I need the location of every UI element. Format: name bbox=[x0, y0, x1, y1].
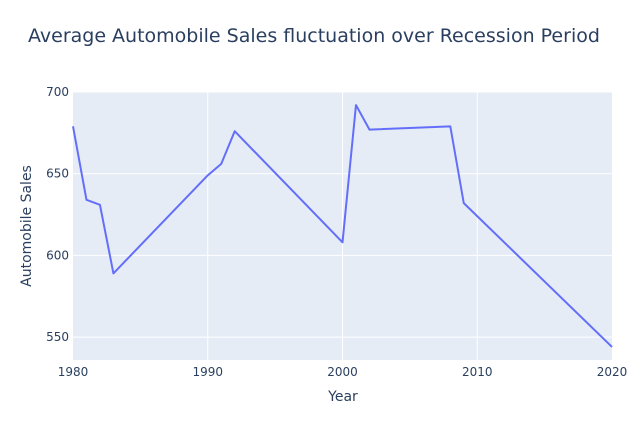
x-tick-label: 1980 bbox=[58, 365, 89, 379]
x-axis-ticks: 1980 1990 2000 2010 2020 bbox=[58, 365, 628, 379]
x-gridlines bbox=[207, 92, 478, 360]
y-tick-label: 650 bbox=[46, 167, 69, 181]
chart-title: Average Automobile Sales fluctuation ove… bbox=[28, 25, 600, 47]
y-tick-label: 600 bbox=[46, 248, 69, 262]
series-layer bbox=[72, 104, 613, 348]
x-tick-label: 2000 bbox=[327, 365, 358, 379]
x-tick-label: 2020 bbox=[597, 365, 628, 379]
y-axis-ticks: 550 600 650 700 bbox=[46, 85, 69, 344]
series-line-0 bbox=[72, 104, 613, 348]
x-axis-title: Year bbox=[327, 389, 358, 405]
x-tick-label: 2010 bbox=[462, 365, 493, 379]
y-tick-label: 550 bbox=[46, 330, 69, 344]
y-tick-label: 700 bbox=[46, 85, 69, 99]
y-axis-title: Automobile Sales bbox=[19, 165, 35, 287]
x-tick-label: 1990 bbox=[192, 365, 223, 379]
